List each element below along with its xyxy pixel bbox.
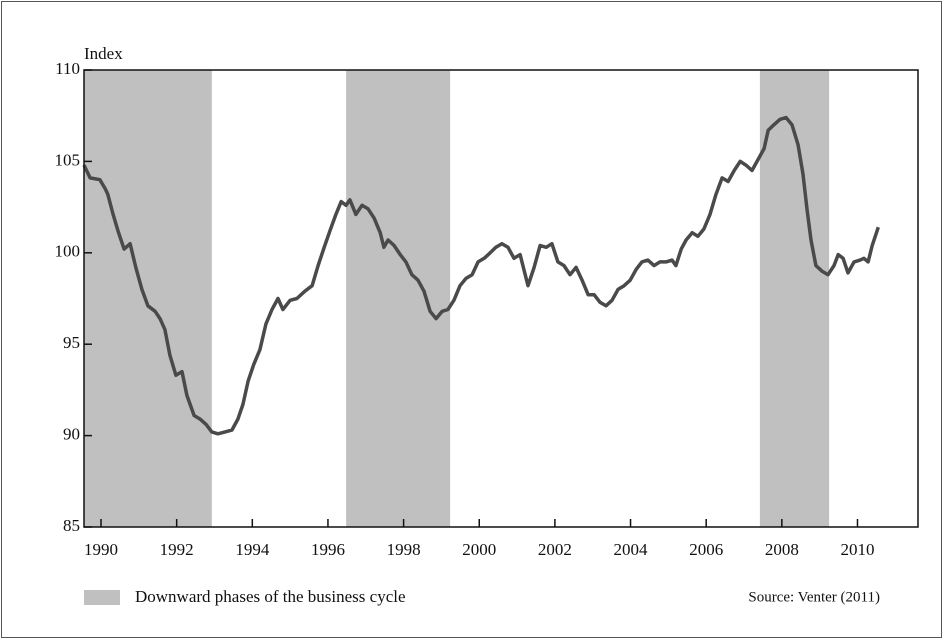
- x-tick-label: 2008: [765, 540, 799, 559]
- x-tick-label: 1990: [84, 540, 118, 559]
- x-tick-label: 1994: [235, 540, 270, 559]
- y-tick-label: 90: [63, 425, 80, 444]
- shaded-region: [346, 70, 451, 527]
- x-tick-label: 1996: [311, 540, 345, 559]
- y-tick-label: 105: [55, 150, 81, 169]
- x-tick-label: 2000: [462, 540, 496, 559]
- source: Source: Venter (2011): [748, 589, 880, 605]
- y-axis-label: Index: [84, 44, 123, 63]
- legend-label: Downward phases of the business cycle: [135, 587, 406, 606]
- x-tick-label: 1992: [160, 540, 194, 559]
- shaded-region: [84, 70, 212, 527]
- x-tick-label: 2002: [538, 540, 572, 559]
- x-tick-label: 1998: [387, 540, 421, 559]
- plot-border: [83, 69, 919, 528]
- y-tick-label: 85: [63, 516, 80, 535]
- line: [82, 115, 880, 436]
- x-tick-label: 2004: [614, 540, 649, 559]
- y-tick-label: 100: [55, 242, 81, 261]
- x-tick-label: 2010: [840, 540, 874, 559]
- x-tick-label: 2006: [689, 540, 723, 559]
- legend-swatch: [84, 590, 120, 605]
- shaded-region: [759, 70, 830, 527]
- y-tick-label: 110: [55, 59, 80, 78]
- y-tick-label: 95: [63, 333, 80, 352]
